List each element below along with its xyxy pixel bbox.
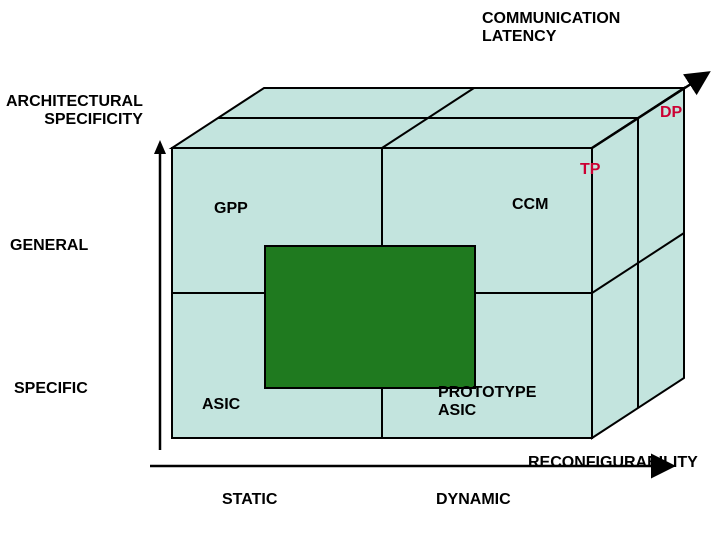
label-line: LATENCY [482, 28, 556, 45]
label-reconfigurability: RECONFIGURABILITY [528, 454, 698, 472]
label-line: ARCHITECTURAL [6, 93, 143, 110]
cell-ccm: CCM [512, 196, 548, 214]
label-specific: SPECIFIC [14, 380, 88, 398]
cell-asic: ASIC [202, 396, 240, 414]
label-line: COMMUNICATION [482, 10, 620, 27]
label-dynamic: DYNAMIC [436, 491, 511, 509]
label-architectural-specificity: ARCHITECTURAL SPECIFICITY [6, 93, 143, 130]
cell-prototype-asic: PROTOTYPE ASIC [438, 384, 536, 421]
label-line: ASIC [438, 402, 476, 419]
label-line: SPECIFICITY [6, 111, 143, 129]
label-general: GENERAL [10, 237, 88, 255]
label-static: STATIC [222, 491, 277, 509]
cell-dp: DP [660, 104, 682, 122]
label-communication-latency: COMMUNICATION LATENCY [482, 10, 620, 47]
label-line: PROTOTYPE [438, 384, 536, 401]
cell-gpp: GPP [214, 200, 248, 218]
cell-tp: TP [580, 161, 600, 179]
